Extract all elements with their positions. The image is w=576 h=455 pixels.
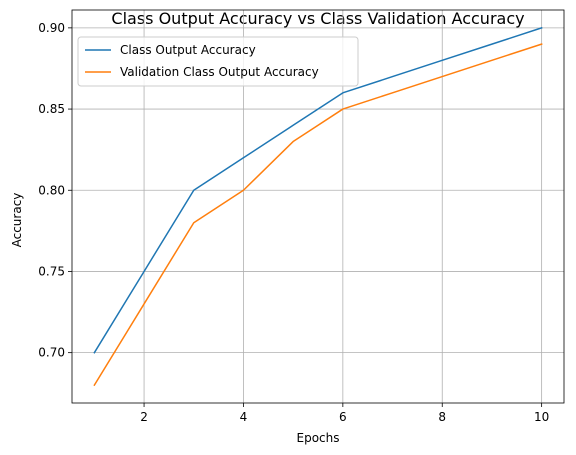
y-axis-title: Accuracy (10, 193, 24, 248)
x-tick-label: 6 (339, 410, 347, 424)
legend-label-class-output: Class Output Accuracy (120, 43, 256, 57)
x-tick-label: 10 (534, 410, 549, 424)
legend: Class Output Accuracy Validation Class O… (77, 36, 359, 87)
x-axis-title: Epochs (297, 431, 340, 445)
y-tick-label: 0.80 (38, 183, 65, 197)
x-tick-label: 8 (438, 410, 446, 424)
series-lines (93, 26, 543, 387)
plot-frame (71, 9, 565, 404)
series-line-class-output (93, 26, 543, 354)
y-tick-label: 0.90 (38, 21, 65, 35)
x-axis-ticks: 2 4 6 8 10 (140, 403, 549, 424)
x-tick-label: 2 (140, 410, 148, 424)
y-tick-label: 0.70 (38, 346, 65, 360)
legend-box (77, 36, 359, 87)
series-line-validation (93, 43, 543, 387)
y-tick-label: 0.75 (38, 264, 65, 278)
chart-title: Class Output Accuracy vs Class Validatio… (111, 9, 524, 28)
legend-label-validation: Validation Class Output Accuracy (120, 65, 319, 79)
y-tick-label: 0.85 (38, 102, 65, 116)
x-tick-label: 4 (240, 410, 248, 424)
y-axis-ticks: 0.70 0.75 0.80 0.85 0.90 (38, 21, 72, 360)
